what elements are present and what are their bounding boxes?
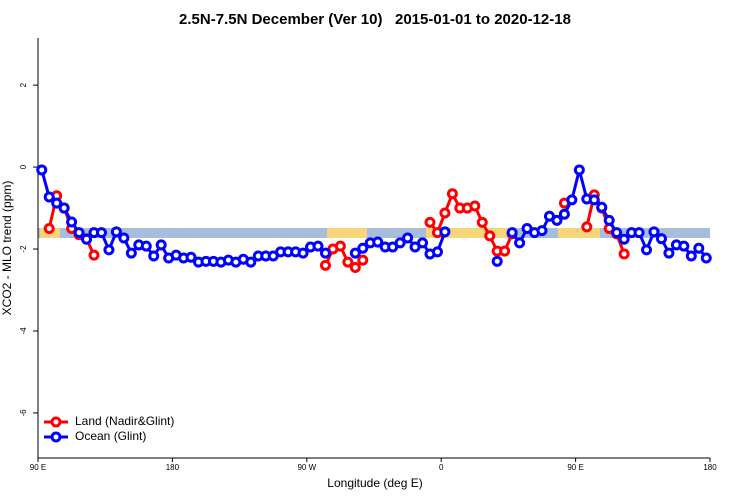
data-point xyxy=(439,226,451,238)
data-point xyxy=(618,248,630,260)
data-point xyxy=(148,250,160,262)
data-point xyxy=(402,232,414,244)
data-point xyxy=(81,233,93,245)
data-point xyxy=(558,208,570,220)
data-point xyxy=(685,250,697,262)
y-tick-label: 0 xyxy=(19,164,28,169)
data-point xyxy=(506,227,518,239)
legend-label: Ocean (Glint) xyxy=(75,429,146,443)
data-point xyxy=(372,236,384,248)
data-point xyxy=(88,249,100,261)
data-point xyxy=(618,233,630,245)
x-tick-label: 180 xyxy=(166,463,180,472)
data-point xyxy=(566,194,578,206)
legend-marker xyxy=(50,416,62,428)
data-point xyxy=(469,200,481,212)
legend-label: Land (Nadir&Glint) xyxy=(75,414,174,428)
data-point xyxy=(551,214,563,226)
data-point xyxy=(603,214,615,226)
data-point xyxy=(700,252,712,264)
data-point xyxy=(424,216,436,228)
data-point xyxy=(596,201,608,213)
data-point xyxy=(476,216,488,228)
data-point xyxy=(297,247,309,259)
data-point xyxy=(439,207,451,219)
data-point xyxy=(573,164,585,176)
y-tick-label: -6 xyxy=(19,409,28,417)
data-point xyxy=(73,227,85,239)
x-tick-label: 90 E xyxy=(567,463,583,472)
y-axis-label: XCO2 - MLO trend (ppm) xyxy=(0,181,14,316)
data-point xyxy=(514,237,526,249)
data-point xyxy=(357,254,369,266)
data-point xyxy=(185,251,197,263)
data-point xyxy=(58,202,70,214)
data-point xyxy=(312,240,324,252)
data-point xyxy=(357,242,369,254)
data-point xyxy=(110,226,122,238)
data-point xyxy=(95,227,107,239)
data-point xyxy=(648,226,660,238)
data-point xyxy=(491,255,503,267)
x-axis-label: Longitude (deg E) xyxy=(327,476,422,490)
y-tick-label: -2 xyxy=(19,245,28,253)
data-point xyxy=(43,191,55,203)
y-tick-label: -4 xyxy=(19,327,28,335)
y-tick-label: 2 xyxy=(19,82,28,87)
data-point xyxy=(319,247,331,259)
land-band xyxy=(558,228,600,238)
data-point xyxy=(536,225,548,237)
chart-title: 2.5N-7.5N December (Ver 10) 2015-01-01 t… xyxy=(179,11,571,28)
data-point xyxy=(446,188,458,200)
data-point xyxy=(43,223,55,235)
data-point xyxy=(611,227,623,239)
data-point xyxy=(66,216,78,228)
data-point xyxy=(245,256,257,268)
data-point xyxy=(431,246,443,258)
data-point xyxy=(125,247,137,259)
data-point xyxy=(36,164,48,176)
x-tick-label: 0 xyxy=(439,463,444,472)
data-point xyxy=(155,239,167,251)
data-point xyxy=(693,242,705,254)
data-point xyxy=(633,227,645,239)
data-point xyxy=(663,247,675,259)
data-point xyxy=(499,245,511,257)
x-tick-label: 90 W xyxy=(297,463,316,472)
data-point xyxy=(349,261,361,273)
data-point xyxy=(641,244,653,256)
data-point xyxy=(51,197,63,209)
data-point xyxy=(140,240,152,252)
data-point xyxy=(417,237,429,249)
legend-marker xyxy=(50,431,62,443)
x-tick-label: 180 xyxy=(703,463,717,472)
data-point xyxy=(118,232,130,244)
data-point xyxy=(319,259,331,271)
data-point xyxy=(678,240,690,252)
land-band xyxy=(426,228,514,238)
data-point xyxy=(342,256,354,268)
land-band xyxy=(327,228,367,238)
data-point xyxy=(655,233,667,245)
data-point xyxy=(349,247,361,259)
x-tick-label: 90 E xyxy=(30,463,46,472)
ocean-band xyxy=(38,228,710,238)
data-point xyxy=(588,194,600,206)
data-point xyxy=(103,244,115,256)
data-point xyxy=(484,230,496,242)
data-point xyxy=(581,221,593,233)
data-point xyxy=(334,240,346,252)
data-point xyxy=(394,237,406,249)
